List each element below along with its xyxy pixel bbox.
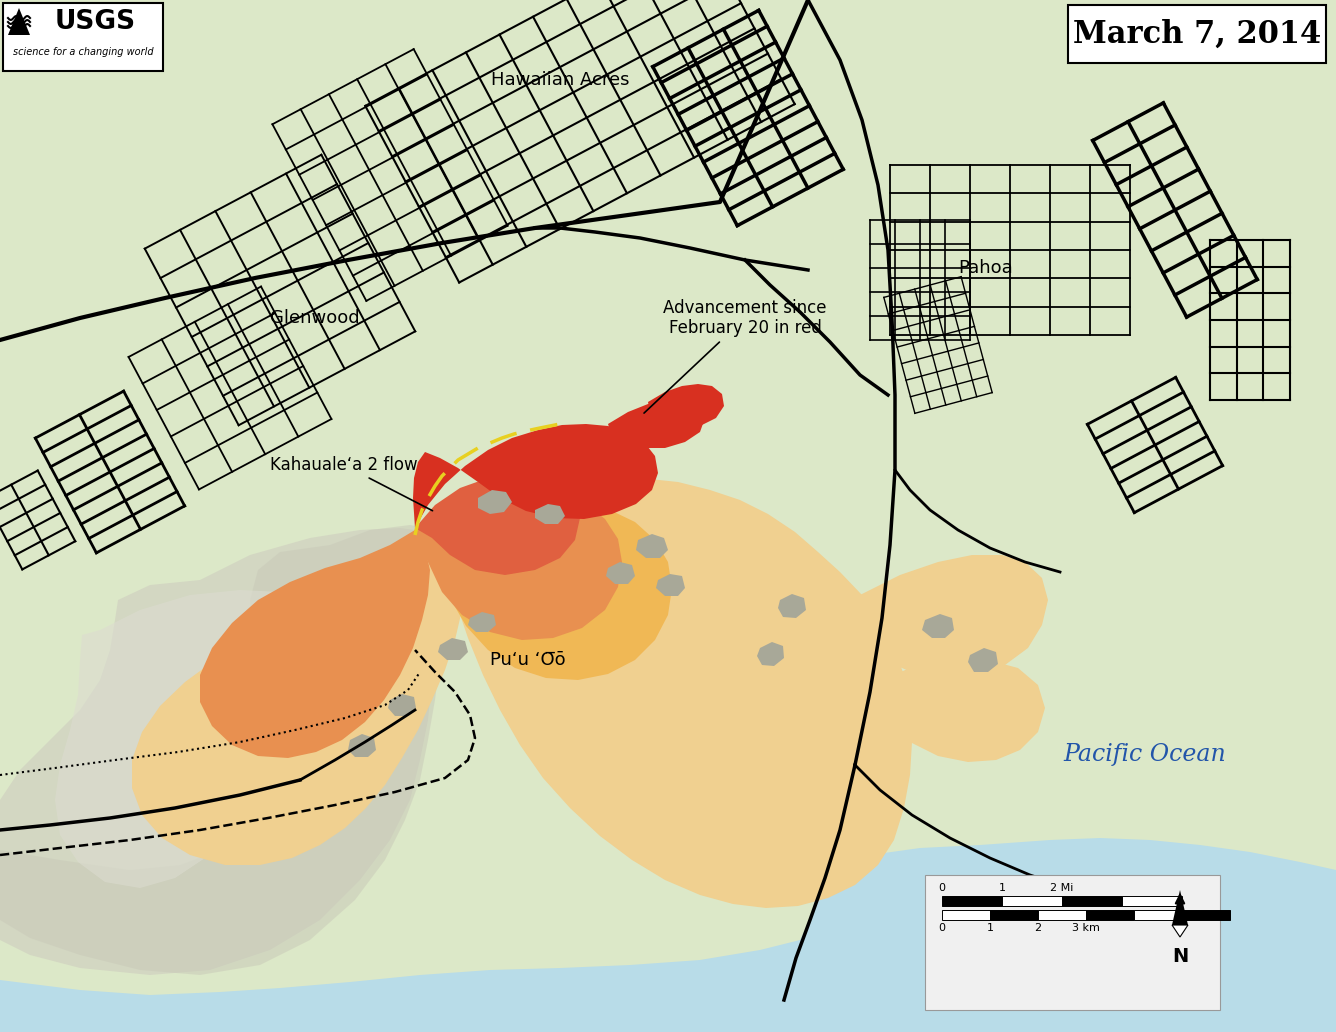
Polygon shape <box>778 594 806 618</box>
Polygon shape <box>0 528 456 975</box>
Polygon shape <box>478 490 512 514</box>
Bar <box>990 910 1038 920</box>
Polygon shape <box>648 384 724 428</box>
Text: USGS: USGS <box>55 9 135 35</box>
Polygon shape <box>1172 925 1188 937</box>
Polygon shape <box>850 555 1047 678</box>
Polygon shape <box>608 400 705 448</box>
Polygon shape <box>415 478 912 908</box>
Text: 0: 0 <box>938 883 946 893</box>
Text: Glenwood: Glenwood <box>270 309 359 327</box>
Polygon shape <box>413 424 659 528</box>
Bar <box>1038 910 1086 920</box>
Text: 0: 0 <box>938 923 946 933</box>
Bar <box>1086 910 1134 920</box>
Polygon shape <box>607 562 635 584</box>
Bar <box>942 896 1002 906</box>
Polygon shape <box>0 525 460 975</box>
Bar <box>942 910 990 920</box>
Bar <box>1122 896 1182 906</box>
Polygon shape <box>922 614 954 638</box>
Polygon shape <box>636 534 668 558</box>
Polygon shape <box>656 574 685 596</box>
Polygon shape <box>758 642 784 666</box>
Polygon shape <box>132 548 462 865</box>
Polygon shape <box>534 504 565 524</box>
Text: N: N <box>1172 947 1188 966</box>
Text: March 7, 2014: March 7, 2014 <box>1073 19 1321 50</box>
Text: Pacific Ocean: Pacific Ocean <box>1063 743 1226 767</box>
Polygon shape <box>200 530 430 757</box>
Polygon shape <box>969 648 998 672</box>
Bar <box>1002 896 1062 906</box>
Bar <box>1134 910 1182 920</box>
Polygon shape <box>0 838 1336 1032</box>
Polygon shape <box>387 694 415 716</box>
Text: Puʻu ʻO̅ō: Puʻu ʻO̅ō <box>490 651 565 669</box>
Text: science for a changing world: science for a changing world <box>12 47 154 57</box>
Polygon shape <box>8 8 29 35</box>
FancyBboxPatch shape <box>3 3 163 71</box>
Polygon shape <box>468 612 496 632</box>
FancyBboxPatch shape <box>1067 5 1327 63</box>
Text: Pahoa: Pahoa <box>958 259 1013 277</box>
Bar <box>1062 896 1122 906</box>
Text: 2: 2 <box>1034 923 1042 933</box>
Polygon shape <box>870 660 1045 762</box>
Text: 1: 1 <box>986 923 994 933</box>
Polygon shape <box>347 734 375 757</box>
Bar <box>1182 910 1230 920</box>
Polygon shape <box>55 590 325 888</box>
Text: Kahaualeʻa 2 flow: Kahaualeʻa 2 flow <box>270 456 433 511</box>
Polygon shape <box>438 638 468 660</box>
Polygon shape <box>1172 890 1188 925</box>
Polygon shape <box>415 499 672 680</box>
Polygon shape <box>415 474 580 575</box>
Text: 3 km: 3 km <box>1071 923 1100 933</box>
Polygon shape <box>415 492 623 640</box>
FancyBboxPatch shape <box>925 875 1220 1010</box>
Text: 2 Mi: 2 Mi <box>1050 883 1074 893</box>
Text: Advancement since
February 20 in red: Advancement since February 20 in red <box>644 298 827 413</box>
Text: Hawaiian Acres: Hawaiian Acres <box>490 71 629 89</box>
Text: 1: 1 <box>998 883 1006 893</box>
